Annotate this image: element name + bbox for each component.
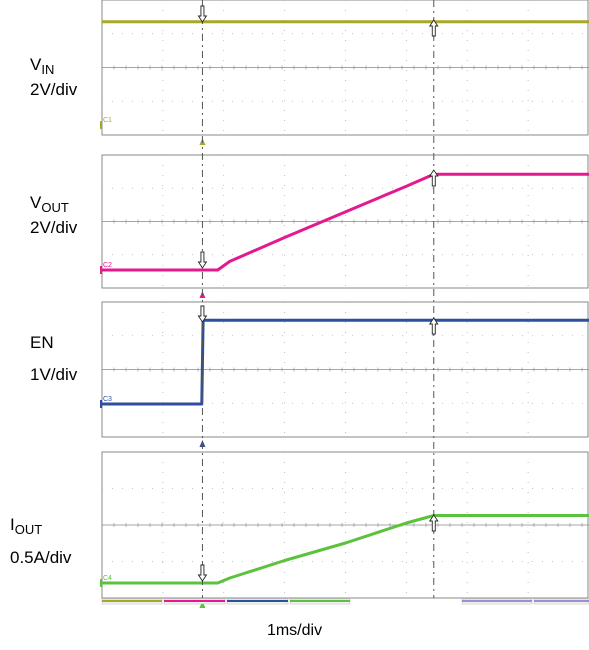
channel-3-name: EN: [30, 333, 54, 352]
channel-2-name: VOUT: [30, 193, 69, 215]
channel-id-tag: C3: [103, 396, 112, 403]
cursor-up-arrow-icon: [428, 19, 439, 37]
softkey-color-bar: [227, 600, 288, 602]
cursor-down-arrow-icon: [197, 5, 208, 23]
softkey-color-bar: [462, 600, 532, 602]
channel-1-scale: 2V/div: [30, 80, 78, 99]
timebase-label: 1ms/div: [266, 622, 323, 639]
channel-id-tag: C1: [103, 117, 112, 124]
softkey-color-bar: [102, 600, 162, 602]
channel-3-scale: 1V/div: [30, 365, 78, 384]
cursor-down-arrow-icon: [197, 305, 208, 323]
softkey-color-bar: [290, 600, 350, 602]
channel-4-name: IOUT: [10, 515, 43, 537]
channel-id-tag: C4: [103, 575, 112, 582]
trace-c2: [102, 172, 589, 272]
channel-2-scale: 2V/div: [30, 218, 78, 237]
oscilloscope-chart: C1 C2 C3 C4: [100, 0, 589, 608]
cursor-down-arrow-icon: [197, 251, 208, 269]
cursor-down-arrow-icon: [197, 564, 208, 582]
channel-4-scale: 0.5A/div: [10, 548, 72, 567]
channel-1-name: VIN: [30, 55, 55, 77]
softkey-color-bar: [534, 600, 589, 602]
channel-id-tag: C2: [103, 262, 112, 269]
trigger-marker: [199, 601, 206, 608]
trace-c4: [102, 514, 589, 585]
cursor-up-arrow-icon: [428, 514, 439, 532]
cursor-up-arrow-icon: [428, 317, 439, 335]
softkey-color-bar: [164, 600, 225, 602]
cursor-up-arrow-icon: [428, 169, 439, 187]
